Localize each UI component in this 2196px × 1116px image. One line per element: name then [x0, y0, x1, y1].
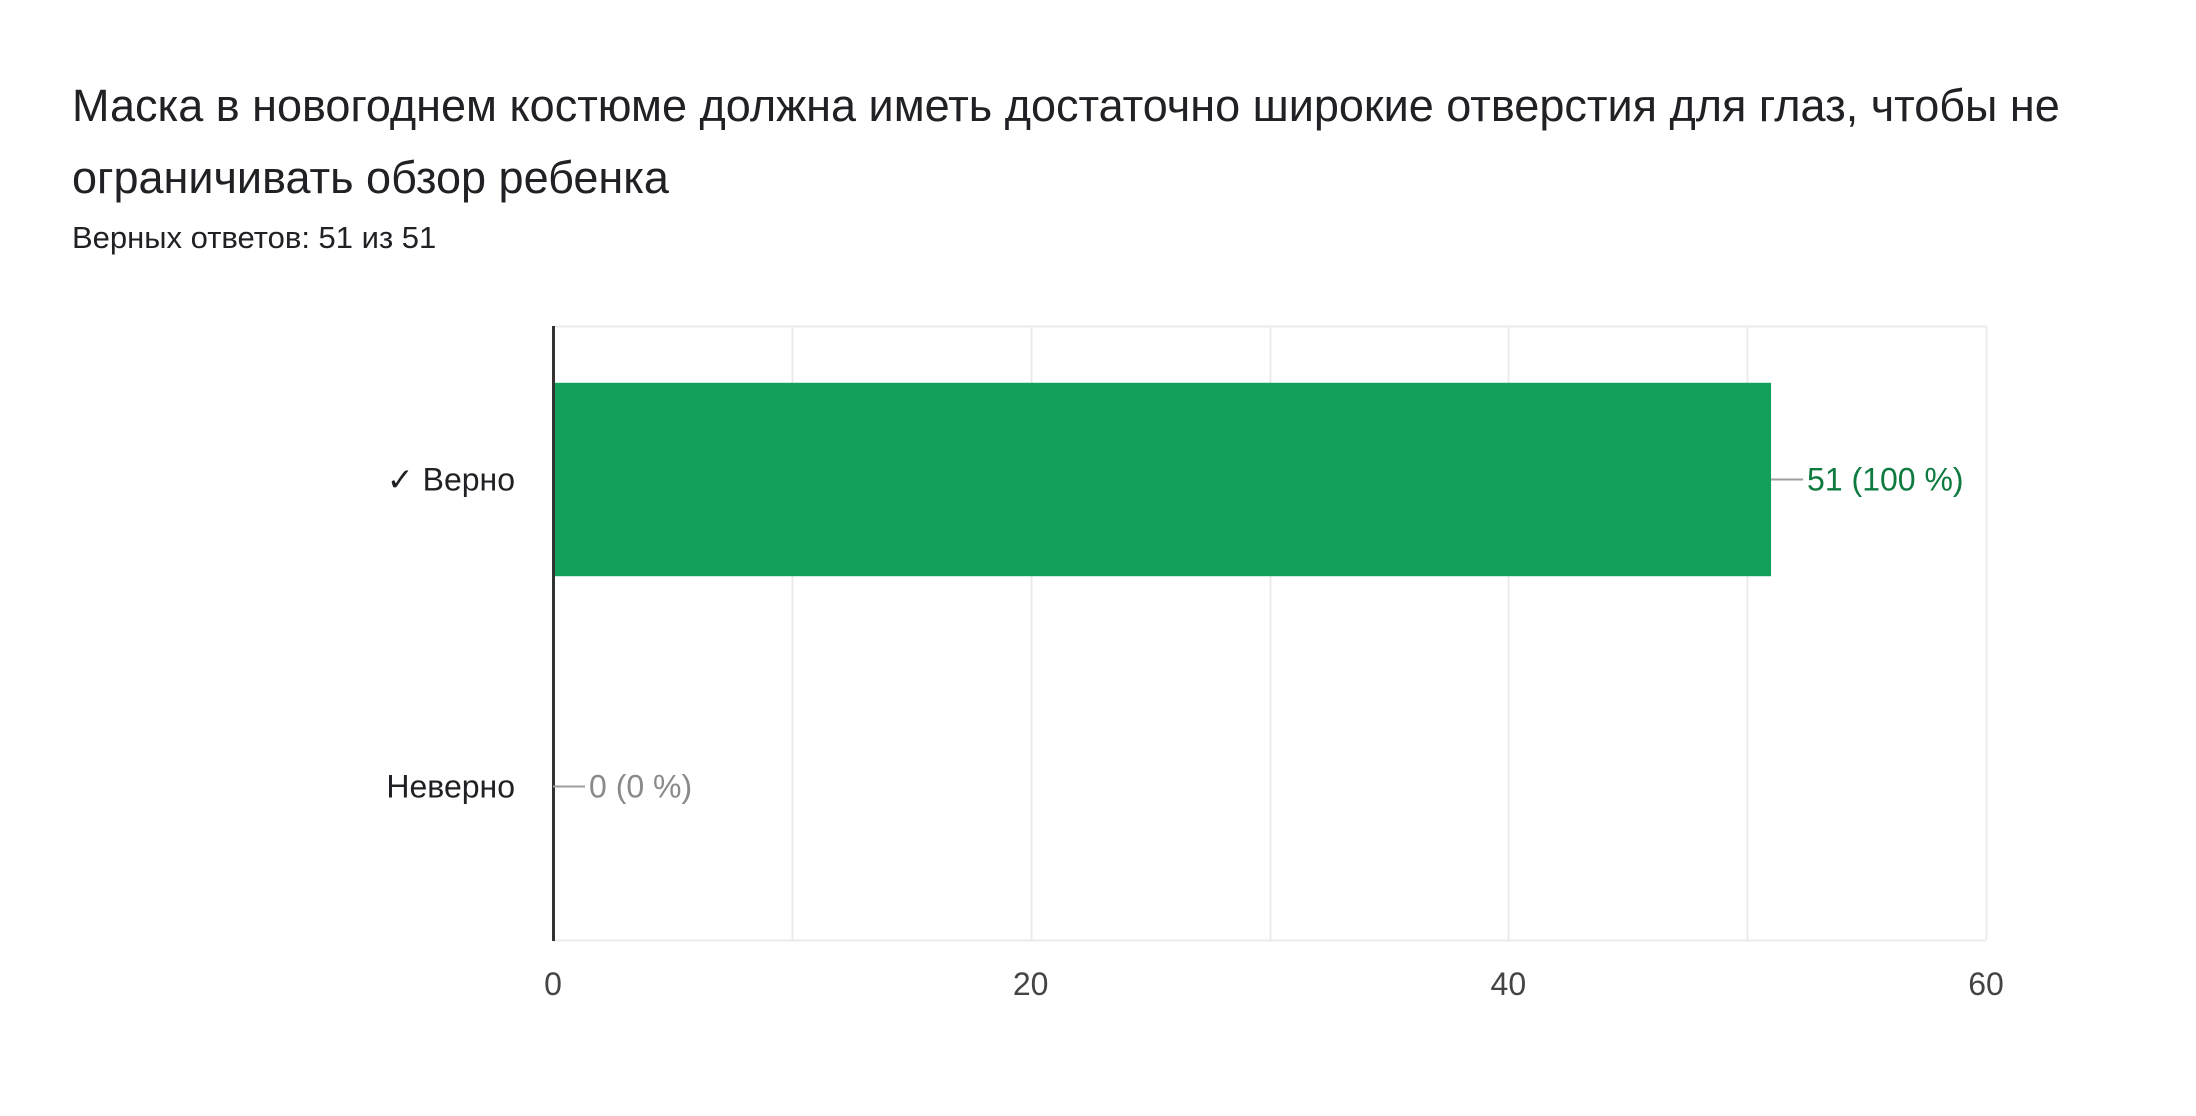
x-tick-label-0: 0: [544, 966, 562, 1002]
labels: ✓ Верно 51 (100 %) Неверно 0 (0 %) 0 20 40 60: [386, 462, 2003, 1003]
x-tick-label-60: 60: [1968, 966, 2004, 1002]
category-label-0: ✓ Верно: [387, 462, 515, 498]
data-label-1: 0 (0 %): [589, 769, 692, 805]
category-label-1: Неверно: [386, 769, 515, 805]
x-tick-label-40: 40: [1491, 966, 1527, 1002]
question-title: Маска в новогоднем костюме должна иметь …: [72, 80, 2060, 203]
correct-answers-summary: Верных ответов: 51 из 51: [72, 220, 437, 255]
data-label-0: 51 (100 %): [1807, 462, 1964, 498]
bar-0: [553, 382, 1772, 577]
x-tick-label-20: 20: [1013, 966, 1049, 1002]
bars: [553, 382, 1772, 577]
